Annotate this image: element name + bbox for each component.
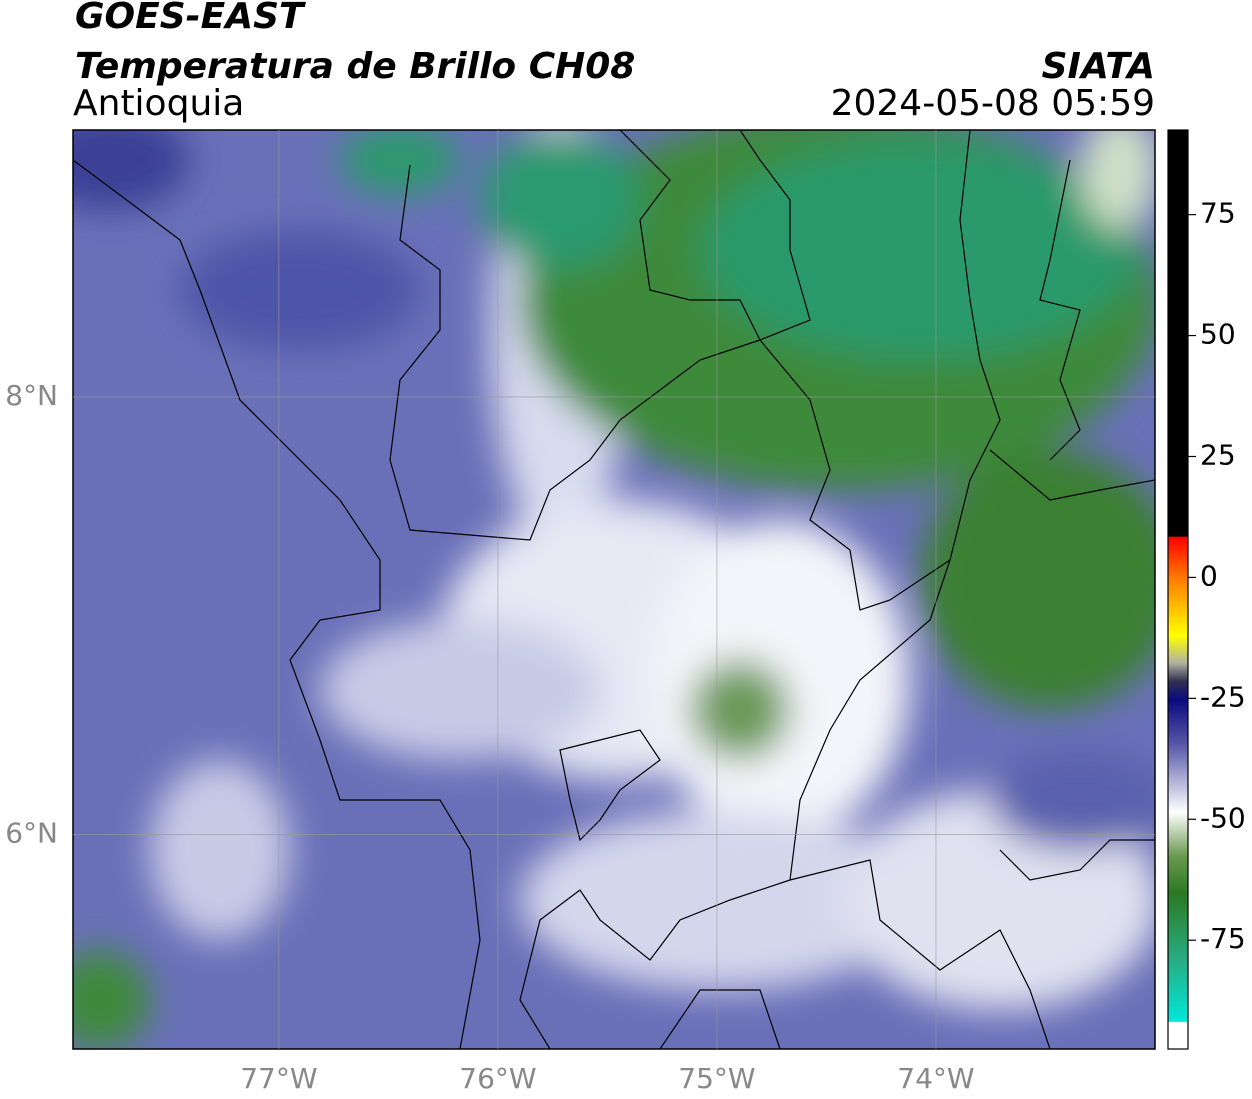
timestamp: 2024-05-08 05:59 xyxy=(831,83,1155,124)
colorbar-tick-label: -75 xyxy=(1200,922,1246,955)
lon-label: 74°W xyxy=(897,1062,974,1095)
colorbar-tick-label: 0 xyxy=(1200,559,1218,592)
colorbar-tick-label: -25 xyxy=(1200,680,1246,713)
region: Antioquia xyxy=(73,83,244,124)
colorbar-tick-label: 75 xyxy=(1200,197,1236,230)
map-frame xyxy=(72,129,1156,1050)
title: GOES-EAST xyxy=(75,0,306,37)
lon-label: 75°W xyxy=(678,1062,755,1095)
source: SIATA xyxy=(1042,46,1155,87)
colorbar-tick-label: 25 xyxy=(1200,438,1236,471)
borders xyxy=(73,130,1155,1049)
colorbar-tick-label: -50 xyxy=(1200,801,1246,834)
subtitle: Temperatura de Brillo CH08 xyxy=(75,46,635,87)
lon-label: 77°W xyxy=(240,1062,317,1095)
colorbar-tick-label: 50 xyxy=(1200,318,1236,351)
lon-label: 76°W xyxy=(459,1062,536,1095)
lat-label: 8°N xyxy=(5,379,58,412)
lat-label: 6°N xyxy=(5,817,58,850)
map-field xyxy=(73,130,1155,1049)
colorbar xyxy=(1167,129,1189,1050)
